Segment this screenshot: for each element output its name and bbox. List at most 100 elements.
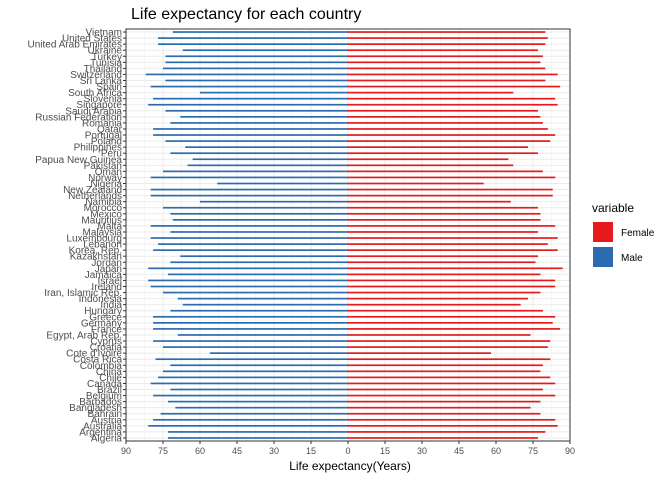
category-label: Kazakhstan — [70, 252, 122, 263]
bar-male — [187, 164, 348, 167]
category-label: Namibia — [85, 197, 122, 208]
bar-male — [180, 116, 348, 118]
x-tick-label: 30 — [269, 446, 279, 456]
bar-female — [348, 134, 556, 136]
bar-female — [348, 412, 541, 415]
x-tick-label: 90 — [565, 446, 575, 456]
x-tick-label: 45 — [454, 446, 464, 456]
x-tick-label: 15 — [306, 446, 316, 456]
bar-male — [153, 328, 348, 330]
bar-female — [348, 370, 541, 373]
category-label: Belgium — [86, 391, 122, 402]
bar-female — [348, 55, 543, 58]
x-tick-label: 90 — [121, 446, 131, 456]
chart-title: Life expectancy for each country — [131, 6, 361, 23]
bar-male — [153, 340, 348, 342]
category-label: Indonesia — [79, 294, 123, 305]
category-label: Singapore — [76, 100, 122, 111]
x-tick-label: 60 — [195, 446, 205, 456]
bar-male — [167, 273, 348, 276]
bar-female — [348, 128, 548, 130]
category-label: Poland — [91, 137, 122, 148]
bar-male — [167, 400, 348, 403]
bar-female — [348, 73, 558, 76]
category-label: Argentina — [79, 427, 122, 438]
bar-female — [348, 431, 546, 433]
bar-female — [348, 237, 558, 239]
category-label: Chile — [99, 373, 122, 384]
category-label: Egypt, Arab Rep. — [46, 330, 122, 341]
bar-male — [177, 334, 348, 336]
category-label: Greece — [89, 312, 122, 323]
x-axis: 90 75 60 45 30 15 0 15 30 45 60 75 90 — [121, 441, 575, 456]
category-label: Portugal — [85, 131, 122, 142]
bar-female — [348, 243, 548, 245]
bar-female — [348, 97, 556, 100]
bar-male — [170, 212, 348, 215]
bar-female — [348, 364, 543, 367]
bar-male — [170, 122, 348, 124]
bar-female — [348, 79, 546, 82]
bar-female — [348, 103, 558, 106]
bar-male — [217, 182, 348, 185]
bar-male — [170, 309, 348, 312]
category-label: Israel — [98, 276, 122, 287]
category-label: Jordan — [91, 258, 122, 269]
category-label: Papua New Guinea — [35, 155, 122, 166]
bar-female — [348, 261, 536, 264]
bar-female — [348, 297, 529, 300]
category-label: South Africa — [68, 88, 122, 99]
bar-male — [148, 267, 348, 270]
bar-female — [348, 400, 541, 403]
bar-male — [153, 128, 348, 130]
bar-female — [348, 176, 556, 179]
category-label: Malta — [98, 221, 123, 232]
category-label: Canada — [87, 379, 122, 390]
category-label: Iran, Islamic Rep. — [44, 288, 122, 299]
bar-male — [165, 61, 348, 64]
bar-male — [180, 255, 348, 258]
bar-male — [177, 297, 348, 300]
bar-female — [348, 273, 541, 276]
category-label: Turkey — [92, 52, 122, 63]
category-label: Algeria — [91, 433, 123, 444]
category-label: Oman — [95, 167, 122, 178]
category-label: Korea, Rep. — [69, 246, 122, 257]
bar-male — [148, 103, 348, 106]
x-tick-label: 60 — [491, 446, 501, 456]
bar-male — [153, 249, 348, 251]
bar-female — [348, 322, 553, 324]
bar-male — [200, 200, 348, 203]
legend-title: variable — [592, 201, 634, 215]
category-label: United Arab Emirates — [28, 40, 123, 51]
bar-female — [348, 164, 514, 167]
category-label: Netherlands — [68, 191, 122, 202]
bar-female — [348, 328, 561, 330]
bar-male — [150, 194, 348, 197]
bar-male — [200, 91, 348, 94]
bar-female — [348, 43, 546, 45]
bar-male — [158, 43, 348, 45]
bar-female — [348, 315, 556, 318]
bar-male — [148, 425, 348, 427]
bar-female — [348, 61, 541, 64]
category-label: Costa Rica — [73, 355, 122, 366]
bar-female — [348, 49, 538, 52]
category-label: Hungary — [84, 306, 122, 317]
bar-male — [172, 219, 348, 221]
x-tick-label: 0 — [345, 446, 350, 456]
bar-male — [150, 285, 348, 288]
bar-male — [150, 176, 348, 179]
category-label: Philippines — [74, 143, 122, 154]
bar-female — [348, 188, 553, 191]
bar-male — [153, 134, 348, 136]
x-tick-label: 30 — [417, 446, 427, 456]
bar-female — [348, 255, 538, 258]
bar-female — [348, 358, 551, 361]
bar-female — [348, 158, 509, 161]
bar-female — [348, 352, 492, 354]
x-tick-label: 45 — [232, 446, 242, 456]
bar-male — [170, 388, 348, 391]
